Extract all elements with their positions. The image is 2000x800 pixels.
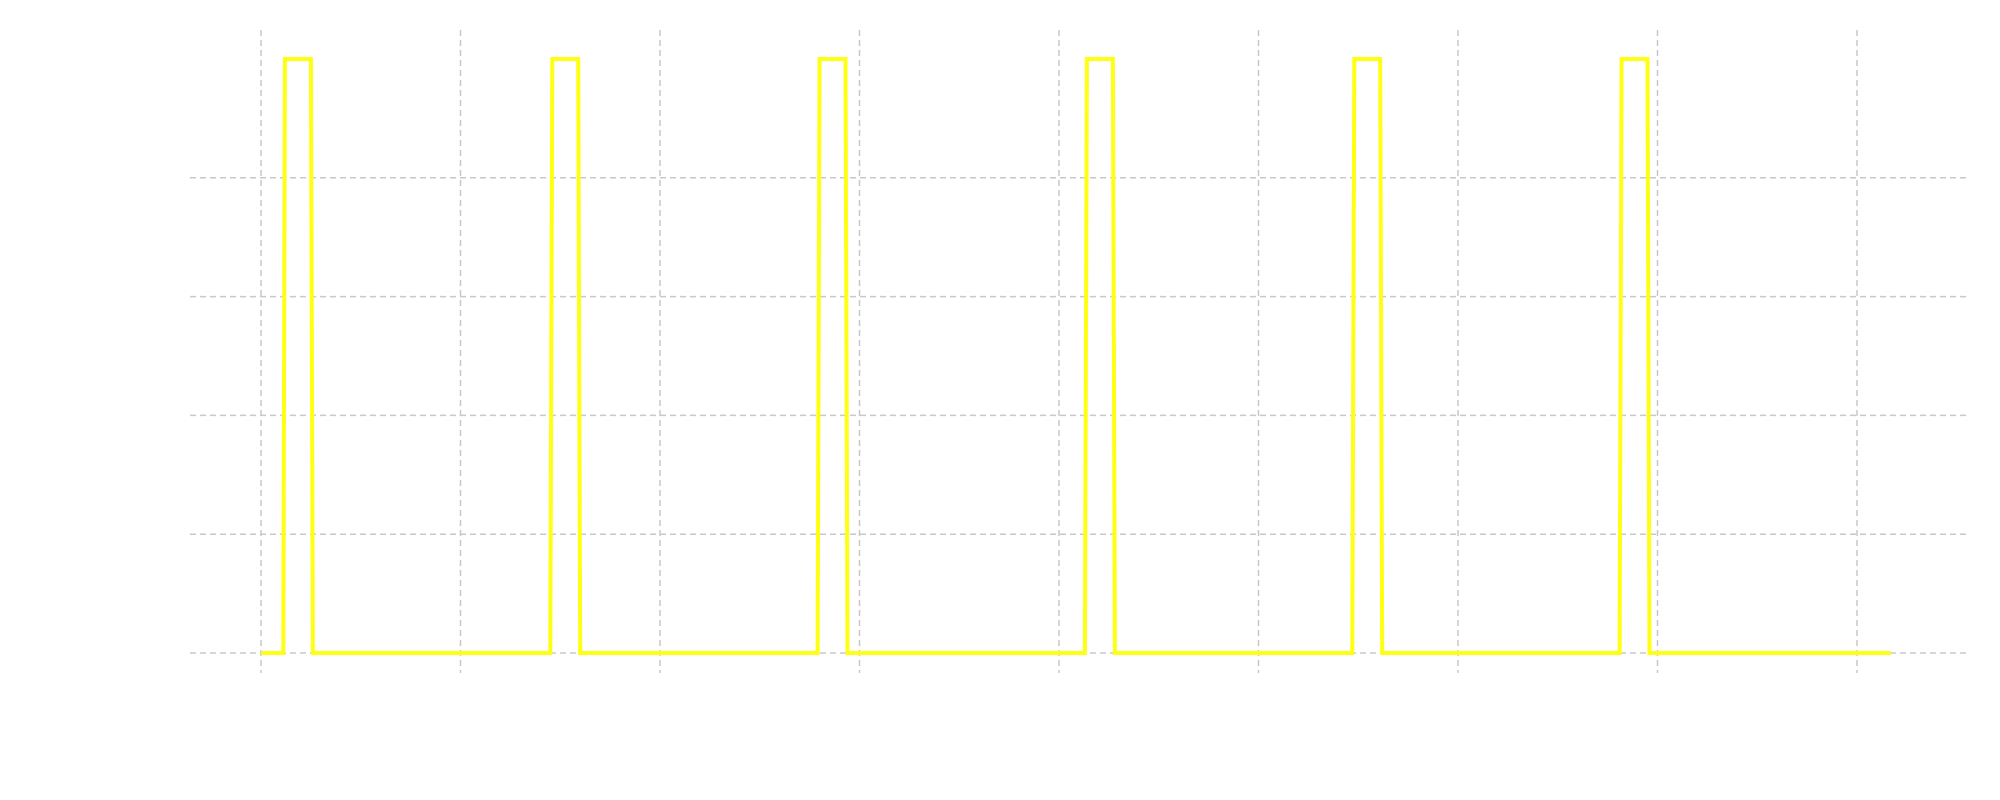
series-group (261, 57, 1891, 655)
grid (190, 30, 1970, 673)
series-line-0 (261, 57, 1891, 655)
